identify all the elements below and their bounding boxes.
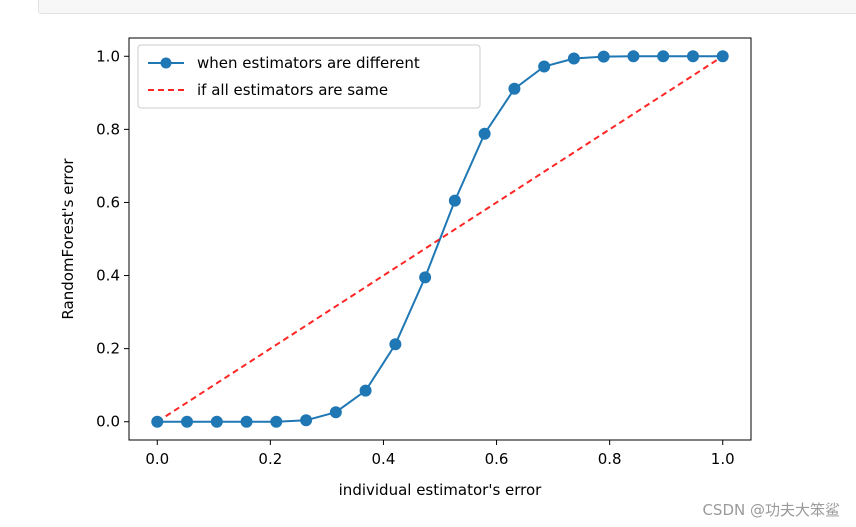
data-point (300, 414, 313, 427)
data-point (389, 338, 402, 351)
y-tick-label: 0.6 (96, 193, 120, 211)
data-point (567, 52, 580, 65)
data-point (448, 194, 461, 207)
x-axis-label: individual estimator's error (339, 481, 543, 499)
data-point (359, 384, 372, 397)
data-point (478, 127, 491, 140)
x-tick-label: 0.6 (485, 450, 509, 468)
data-point (151, 415, 164, 428)
x-tick-label: 0.0 (145, 450, 169, 468)
data-point (329, 406, 342, 419)
data-point (508, 82, 521, 95)
legend-box (137, 44, 481, 109)
x-tick-label: 1.0 (711, 450, 735, 468)
data-point (181, 415, 194, 428)
data-point (270, 415, 283, 428)
data-point (419, 271, 432, 284)
data-point (240, 415, 253, 428)
series-line-estimators-same (156, 55, 724, 423)
data-point (538, 60, 551, 73)
legend-label-estimators-same: if all estimators are same (197, 81, 388, 99)
data-point (627, 50, 640, 63)
x-tick-label: 0.8 (598, 450, 622, 468)
x-tick-label: 0.4 (372, 450, 396, 468)
data-point (597, 50, 610, 63)
legend-marker-estimators-different (160, 57, 172, 69)
data-point (686, 50, 699, 63)
y-axis-label: RandomForest's error (59, 158, 77, 320)
y-tick-label: 0.4 (96, 267, 120, 285)
y-tick-label: 1.0 (96, 47, 120, 65)
watermark-text: CSDN @功夫大笨鲨 (702, 501, 840, 519)
y-tick-label: 0.8 (96, 120, 120, 138)
y-tick-label: 0.0 (96, 413, 120, 431)
x-tick-label: 0.2 (258, 450, 282, 468)
legend-label-estimators-different: when estimators are different (197, 54, 420, 72)
data-point (657, 50, 670, 63)
notebook-cell-edge (38, 0, 856, 14)
data-point (210, 415, 223, 428)
y-tick-label: 0.2 (96, 340, 120, 358)
data-point (716, 50, 729, 63)
